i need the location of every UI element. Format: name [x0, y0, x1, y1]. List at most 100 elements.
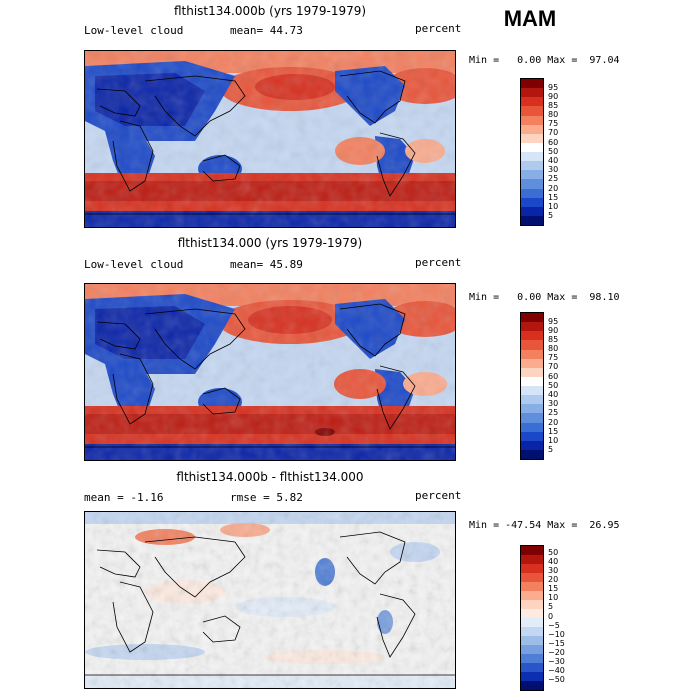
cb1-label: 20 [548, 184, 559, 193]
cb3-label: −20 [548, 648, 565, 657]
cb1-label: 40 [548, 156, 559, 165]
colorbar-swatch [521, 170, 543, 180]
colorbar-swatch [521, 591, 543, 600]
panel3-units: percent [415, 489, 462, 502]
colorbar-swatch [521, 331, 543, 341]
colorbar-swatch [521, 663, 543, 672]
colorbar-swatch [521, 564, 543, 573]
colorbar-swatch [521, 600, 543, 609]
colorbar-swatch [521, 573, 543, 582]
colorbar-swatch [521, 188, 543, 198]
cb3-label: −50 [548, 675, 565, 684]
panel1-units: percent [415, 22, 462, 35]
cb2-label: 20 [548, 418, 559, 427]
panel1-mean: mean= 44.73 [230, 24, 303, 37]
colorbar-swatch [521, 555, 543, 564]
panel1-title: flthist134.000b (yrs 1979-1979) [173, 4, 367, 18]
colorbar-swatch [521, 313, 543, 323]
cb2-label: 80 [548, 344, 559, 353]
colorbar-swatch [521, 115, 543, 125]
colorbar-swatch [521, 367, 543, 377]
colorbar-swatch [521, 645, 543, 654]
panel2-title: flthist134.000 (yrs 1979-1979) [177, 236, 363, 250]
cb3-label: 10 [548, 593, 559, 602]
colorbar-swatch [521, 197, 543, 207]
colorbar-swatch [521, 404, 543, 414]
cb3-label: 0 [548, 612, 554, 621]
cb1-label: 5 [548, 211, 554, 220]
colorbar-swatch [521, 133, 543, 143]
colorbar-swatch [521, 340, 543, 350]
panel1-minmax: Min = 0.00 Max = 97.04 [469, 55, 620, 66]
colorbar-swatch [521, 672, 543, 681]
cb1-label: 50 [548, 147, 559, 156]
colorbar-swatch [521, 395, 543, 405]
cb1-label: 90 [548, 92, 559, 101]
panel3-colorbar [520, 545, 544, 691]
colorbar-swatch [521, 431, 543, 441]
cb2-label: 15 [548, 427, 559, 436]
panel3-title: flthist134.000b - flthist134.000 [176, 470, 364, 484]
cb1-label: 25 [548, 174, 559, 183]
cb3-label: 15 [548, 584, 559, 593]
colorbar-swatch [521, 636, 543, 645]
colorbar-swatch [521, 376, 543, 386]
cb3-label: 50 [548, 548, 559, 557]
season-title: MAM [503, 6, 557, 31]
cb2-label: 30 [548, 399, 559, 408]
cb1-label: 60 [548, 138, 559, 147]
panel2-field-label: Low-level cloud [84, 258, 184, 271]
cb1-label: 95 [548, 83, 559, 92]
colorbar-swatch [521, 582, 543, 591]
cb1-label: 70 [548, 128, 559, 137]
panel3-mean: mean = -1.16 [84, 491, 164, 504]
cb2-label: 75 [548, 353, 559, 362]
panel3-rmse: rmse = 5.82 [230, 491, 303, 504]
cb3-label: −15 [548, 639, 565, 648]
cb3-label: 30 [548, 566, 559, 575]
cb2-label: 50 [548, 381, 559, 390]
cb3-label: −10 [548, 630, 565, 639]
panel2-map [84, 283, 456, 461]
colorbar-swatch [521, 386, 543, 396]
colorbar-swatch [521, 618, 543, 627]
cb3-label: −40 [548, 666, 565, 675]
colorbar-swatch [521, 654, 543, 663]
colorbar-swatch [521, 106, 543, 116]
cb2-label: 90 [548, 326, 559, 335]
cb2-label: 60 [548, 372, 559, 381]
colorbar-swatch [521, 349, 543, 359]
cb3-label: 20 [548, 575, 559, 584]
colorbar-swatch [521, 440, 543, 450]
colorbar-swatch [521, 161, 543, 171]
colorbar-swatch [521, 142, 543, 152]
cb1-label: 85 [548, 101, 559, 110]
panel2-units: percent [415, 256, 462, 269]
panel1-map [84, 50, 456, 228]
colorbar-swatch [521, 97, 543, 107]
cb2-label: 10 [548, 436, 559, 445]
panel3-minmax: Min = -47.54 Max = 26.95 [469, 520, 620, 531]
colorbar-swatch [521, 206, 543, 216]
cb1-label: 10 [548, 202, 559, 211]
cb2-label: 95 [548, 317, 559, 326]
colorbar-swatch [521, 88, 543, 98]
cb3-label: −30 [548, 657, 565, 666]
cb2-label: 40 [548, 390, 559, 399]
panel2-colorbar [520, 312, 544, 460]
cb2-label: 5 [548, 445, 554, 454]
colorbar-swatch [521, 215, 543, 225]
panel2-mean: mean= 45.89 [230, 258, 303, 271]
cb2-label: 85 [548, 335, 559, 344]
colorbar-swatch [521, 681, 543, 690]
colorbar-swatch [521, 322, 543, 332]
cb1-label: 75 [548, 119, 559, 128]
cb1-label: 80 [548, 110, 559, 119]
cb3-label: −5 [548, 621, 560, 630]
cb2-label: 25 [548, 408, 559, 417]
panel2-minmax: Min = 0.00 Max = 98.10 [469, 292, 620, 303]
cb3-label: 5 [548, 602, 554, 611]
colorbar-swatch [521, 413, 543, 423]
colorbar-swatch [521, 449, 543, 459]
colorbar-swatch [521, 179, 543, 189]
